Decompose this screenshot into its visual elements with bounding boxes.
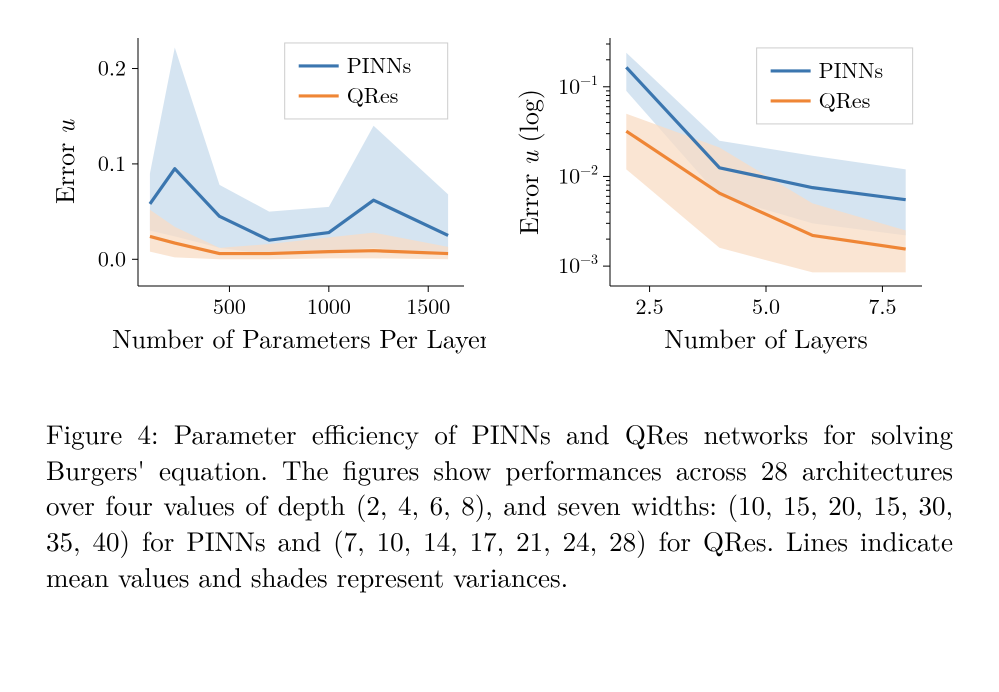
legend-label-pinns: PINNs [819,54,884,85]
legend-label-qres: QRes [819,84,871,115]
ytick-label: 10−2 [558,159,598,190]
ylabel: Error u [46,119,82,204]
ytick-label: 0.0 [98,242,126,273]
xtick-label: 5.0 [752,290,780,321]
xlabel: Number of Layers [664,319,868,356]
right-chart: 2.5 5.0 7.5 10−3 10−2 10−1 Number of Layers Err… [514,20,944,380]
xtick-label: 7.5 [868,290,896,321]
xtick-label: 500 [213,290,246,321]
figure-caption: Figure 4: Parameter efficiency of PINNs … [46,416,953,594]
xtick-label: 1000 [307,290,351,321]
ytick-label: 0.2 [98,52,126,83]
legend-label-qres: QRes [347,79,399,110]
left-chart: 500 1000 1500 0.0 0.1 0.2 Number of Parameters… [46,20,486,380]
xtick-label: 1500 [406,290,450,321]
ytick-label: 10−1 [558,70,598,101]
ylabel: Error u (log) [514,89,546,235]
left-chart-svg: 500 1000 1500 0.0 0.1 0.2 Number of Parameters… [46,20,486,380]
charts-row: 500 1000 1500 0.0 0.1 0.2 Number of Parameters… [46,20,953,380]
xlabel: Number of Parameters Per Layer [112,319,486,356]
legend-label-pinns: PINNs [347,49,412,80]
ytick-label: 0.1 [98,147,126,178]
xtick-label: 2.5 [636,290,664,321]
page: 500 1000 1500 0.0 0.1 0.2 Number of Parameters… [0,0,999,692]
ytick-label: 10−3 [558,249,598,280]
right-chart-svg: 2.5 5.0 7.5 10−3 10−2 10−1 Number of Layers Err… [514,20,944,380]
